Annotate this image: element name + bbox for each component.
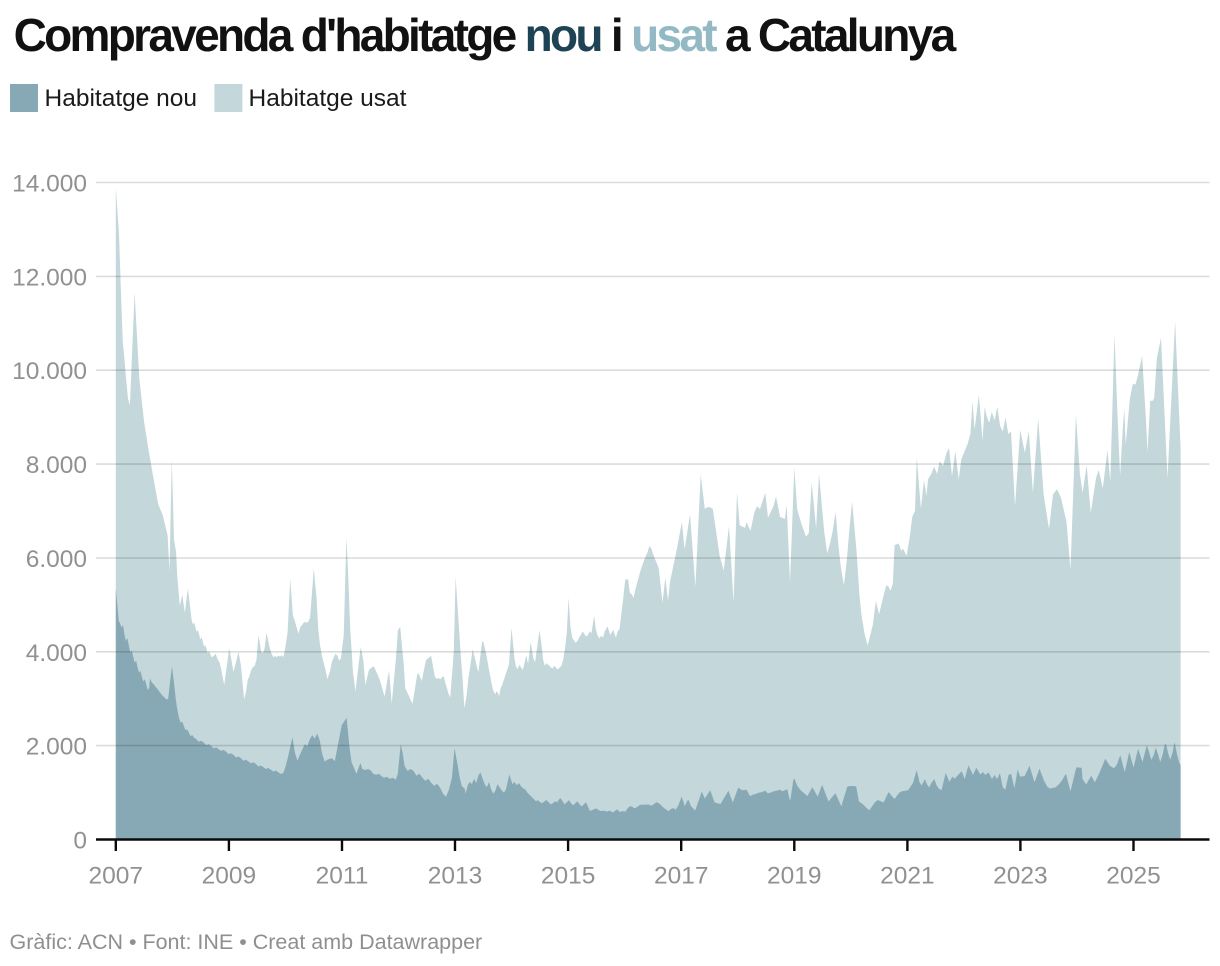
svg-text:10.000: 10.000 [12,358,87,385]
svg-text:2007: 2007 [89,863,144,890]
svg-text:14.000: 14.000 [12,171,87,198]
svg-text:12.000: 12.000 [12,264,87,291]
svg-text:6.000: 6.000 [26,546,87,573]
svg-text:Gràfic: ACN • Font: INE • Crea: Gràfic: ACN • Font: INE • Creat amb Data… [10,930,483,954]
svg-text:2025: 2025 [1106,863,1161,890]
svg-text:2.000: 2.000 [26,734,87,761]
svg-text:Habitatge nou: Habitatge nou [45,85,198,112]
svg-text:2021: 2021 [880,863,935,890]
svg-text:4.000: 4.000 [26,640,87,667]
svg-text:Habitatge usat: Habitatge usat [249,85,407,112]
svg-text:2013: 2013 [428,863,483,890]
svg-text:2011: 2011 [316,863,369,890]
svg-text:2015: 2015 [541,863,596,890]
svg-text:Compravenda d'habitatge nou i: Compravenda d'habitatge nou i usat a Cat… [14,9,957,61]
svg-text:2019: 2019 [767,863,822,890]
svg-text:2009: 2009 [202,863,257,890]
svg-text:2017: 2017 [654,863,709,890]
svg-text:8.000: 8.000 [26,452,87,479]
svg-text:2023: 2023 [993,863,1048,890]
svg-text:0: 0 [73,828,87,855]
